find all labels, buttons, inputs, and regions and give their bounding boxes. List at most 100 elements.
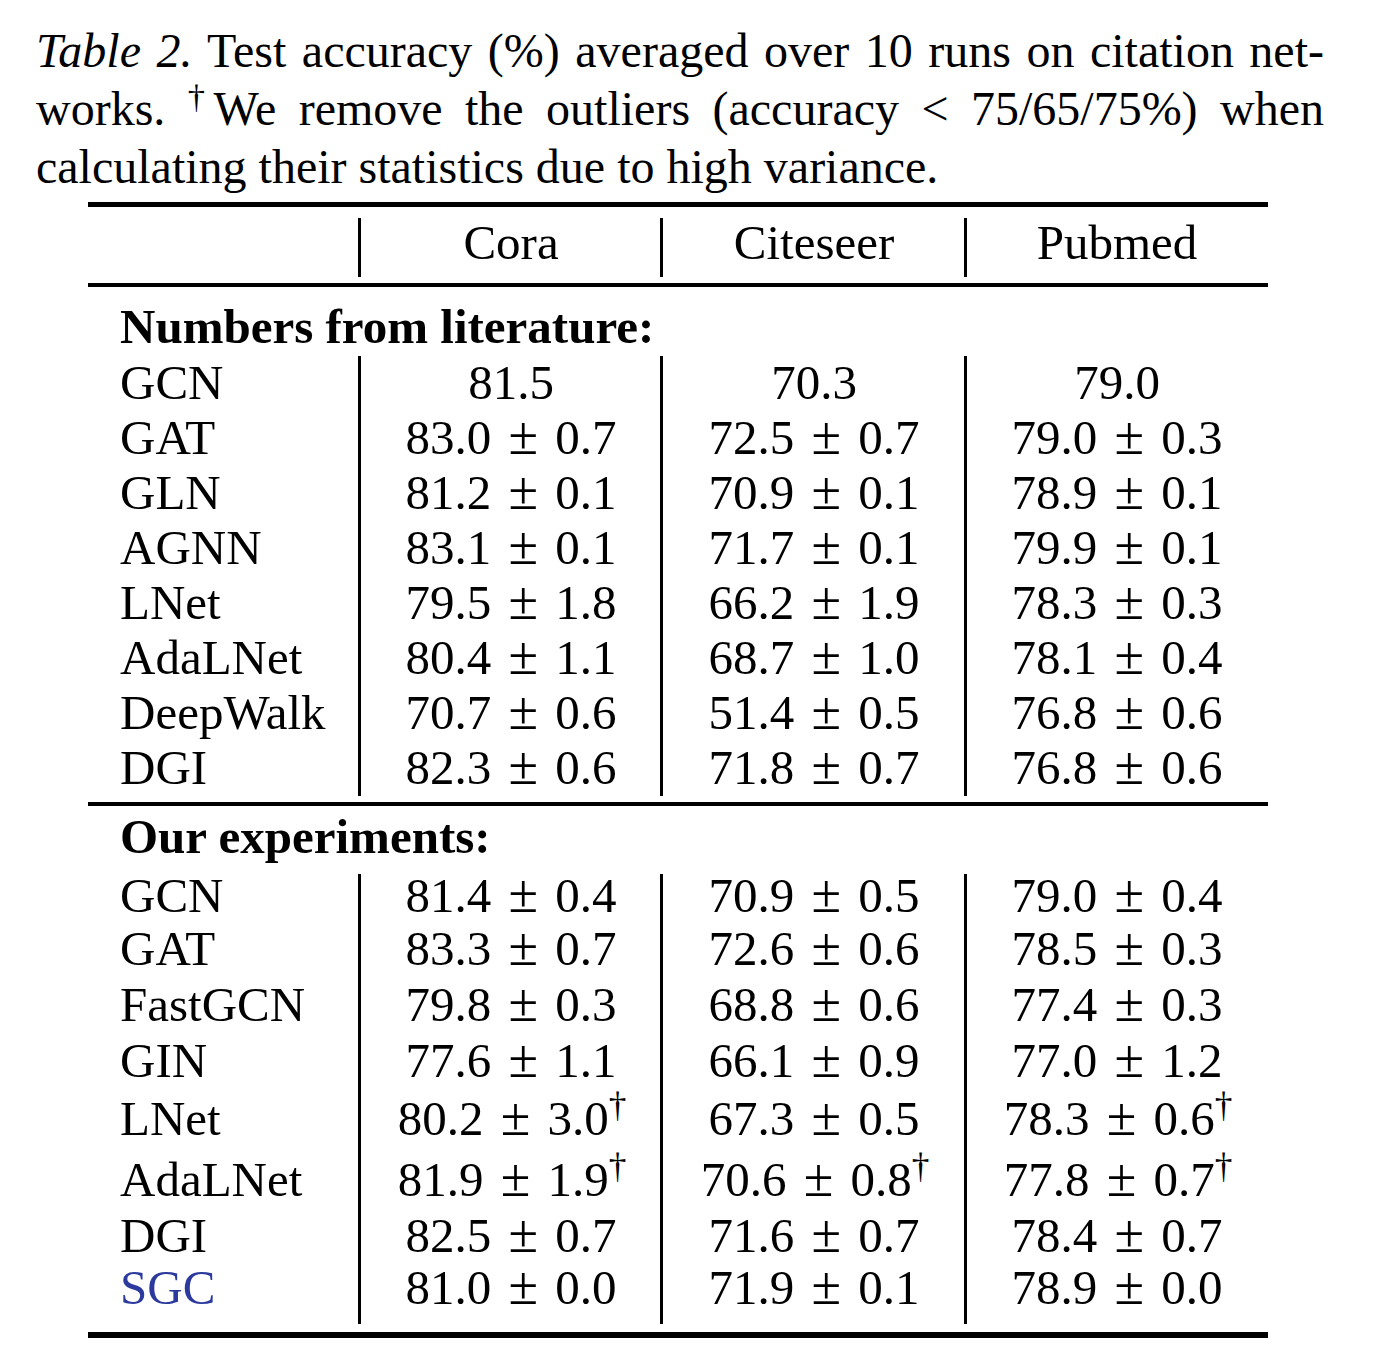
section2-vbar-1 <box>358 874 361 1324</box>
plus-minus-sign: ± <box>811 864 841 924</box>
dagger-icon: † <box>1215 1147 1233 1186</box>
method-label: GAT <box>88 410 360 465</box>
accuracy-value: 83.1 ± 0.1 <box>360 520 662 575</box>
accuracy-value: 78.3 ± 0.3 <box>966 575 1268 630</box>
accuracy-value: 78.9 ± 0.0 <box>966 1260 1268 1314</box>
method-label: GIN <box>88 1032 360 1088</box>
column-header-empty <box>88 207 360 283</box>
method-label: DeepWalk <box>88 685 360 740</box>
accuracy-value: 77.8 ± 0.7† <box>966 1148 1268 1210</box>
dagger-icon: † <box>609 1086 627 1125</box>
accuracy-value: 78.1 ± 0.4 <box>966 630 1268 685</box>
accuracy-value: 77.0 ± 1.2 <box>966 1032 1268 1088</box>
accuracy-value: 79.0 <box>966 355 1268 410</box>
accuracy-value: 66.1 ± 0.9 <box>662 1032 966 1088</box>
accuracy-value: 80.4 ± 1.1 <box>360 630 662 685</box>
method-label: LNet <box>88 575 360 630</box>
table-row: DGI82.5 ± 0.771.6 ± 0.778.4 ± 0.7 <box>88 1210 1268 1260</box>
caption-line-1: Table 2. Test accuracy (%) averaged over… <box>36 22 1324 80</box>
accuracy-value: 79.5 ± 1.8 <box>360 575 662 630</box>
section2-vbar-2 <box>660 874 663 1324</box>
accuracy-value: 70.9 ± 0.5 <box>662 870 966 920</box>
accuracy-value: 72.6 ± 0.6 <box>662 920 966 976</box>
table-row: SGC81.0 ± 0.071.9 ± 0.178.9 ± 0.0 <box>88 1260 1268 1314</box>
plus-minus-sign: ± <box>811 626 841 686</box>
accuracy-value: 78.3 ± 0.6† <box>966 1088 1268 1148</box>
column-header-citeseer: Citeseer <box>662 207 966 283</box>
method-label: LNet <box>88 1088 360 1148</box>
plus-minus-sign: ± <box>501 1087 531 1147</box>
plus-minus-sign: ± <box>811 1029 841 1089</box>
accuracy-value: 81.0 ± 0.0 <box>360 1260 662 1314</box>
method-label: GCN <box>88 870 360 920</box>
accuracy-value: 71.7 ± 0.1 <box>662 520 966 575</box>
accuracy-value: 83.3 ± 0.7 <box>360 920 662 976</box>
method-label: SGC <box>88 1260 360 1314</box>
accuracy-value: 72.5 ± 0.7 <box>662 410 966 465</box>
accuracy-value: 79.0 ± 0.4 <box>966 870 1268 920</box>
plus-minus-sign: ± <box>1114 681 1144 741</box>
plus-minus-sign: ± <box>1114 406 1144 466</box>
method-label: AdaLNet <box>88 630 360 685</box>
accuracy-value: 79.8 ± 0.3 <box>360 976 662 1032</box>
plus-minus-sign: ± <box>1107 1087 1137 1147</box>
accuracy-value: 51.4 ± 0.5 <box>662 685 966 740</box>
table-row: GCN81.4 ± 0.470.9 ± 0.579.0 ± 0.4 <box>88 870 1268 920</box>
section1-vbar-2 <box>660 356 663 796</box>
accuracy-value: 81.2 ± 0.1 <box>360 465 662 520</box>
header-rule <box>88 283 1268 287</box>
dagger-icon: † <box>1215 1086 1233 1125</box>
table-row: DGI82.3 ± 0.671.8 ± 0.776.8 ± 0.6 <box>88 740 1268 795</box>
accuracy-value: 71.9 ± 0.1 <box>662 1260 966 1314</box>
plus-minus-sign: ± <box>508 406 538 466</box>
dagger-icon: † <box>912 1147 930 1186</box>
accuracy-value: 78.9 ± 0.1 <box>966 465 1268 520</box>
plus-minus-sign: ± <box>811 681 841 741</box>
dagger-icon: † <box>609 1147 627 1186</box>
plus-minus-sign: ± <box>1114 516 1144 576</box>
accuracy-value: 78.4 ± 0.7 <box>966 1210 1268 1260</box>
plus-minus-sign: ± <box>811 516 841 576</box>
section-title: Our experiments: <box>88 802 1268 870</box>
plus-minus-sign: ± <box>508 864 538 924</box>
method-label: DGI <box>88 740 360 795</box>
accuracy-value: 70.7 ± 0.6 <box>360 685 662 740</box>
table-caption: Table 2. Test accuracy (%) averaged over… <box>36 22 1324 196</box>
plus-minus-sign: ± <box>1114 864 1144 924</box>
section-divider-rule <box>88 802 1268 806</box>
plus-minus-sign: ± <box>508 736 538 796</box>
accuracy-value: 68.7 ± 1.0 <box>662 630 966 685</box>
plus-minus-sign: ± <box>508 516 538 576</box>
bottom-rule <box>88 1332 1268 1338</box>
table-row: DeepWalk70.7 ± 0.651.4 ± 0.576.8 ± 0.6 <box>88 685 1268 740</box>
plus-minus-sign: ± <box>811 1256 841 1316</box>
method-label: FastGCN <box>88 976 360 1032</box>
plus-minus-sign: ± <box>508 1256 538 1316</box>
accuracy-value: 71.6 ± 0.7 <box>662 1210 966 1260</box>
accuracy-value: 80.2 ± 3.0† <box>360 1088 662 1148</box>
accuracy-value: 78.5 ± 0.3 <box>966 920 1268 976</box>
accuracy-value: 81.9 ± 1.9† <box>360 1148 662 1210</box>
plus-minus-sign: ± <box>1114 1204 1144 1264</box>
section-title: Numbers from literature: <box>88 283 1268 355</box>
plus-minus-sign: ± <box>508 973 538 1033</box>
table-row: LNet79.5 ± 1.866.2 ± 1.978.3 ± 0.3 <box>88 575 1268 630</box>
plus-minus-sign: ± <box>811 1087 841 1147</box>
column-header-pubmed: Pubmed <box>966 207 1268 283</box>
plus-minus-sign: ± <box>1114 1029 1144 1089</box>
header-vbar-2 <box>660 218 663 277</box>
plus-minus-sign: ± <box>811 571 841 631</box>
plus-minus-sign: ± <box>1114 973 1144 1033</box>
plus-minus-sign: ± <box>508 571 538 631</box>
header-vbar-1 <box>358 218 361 277</box>
plus-minus-sign: ± <box>811 406 841 466</box>
plus-minus-sign: ± <box>1107 1148 1137 1208</box>
plus-minus-sign: ± <box>508 461 538 521</box>
method-label: AGNN <box>88 520 360 575</box>
method-label: GLN <box>88 465 360 520</box>
accuracy-value: 81.4 ± 0.4 <box>360 870 662 920</box>
accuracy-value: 71.8 ± 0.7 <box>662 740 966 795</box>
accuracy-value: 68.8 ± 0.6 <box>662 976 966 1032</box>
plus-minus-sign: ± <box>1114 736 1144 796</box>
plus-minus-sign: ± <box>508 1204 538 1264</box>
